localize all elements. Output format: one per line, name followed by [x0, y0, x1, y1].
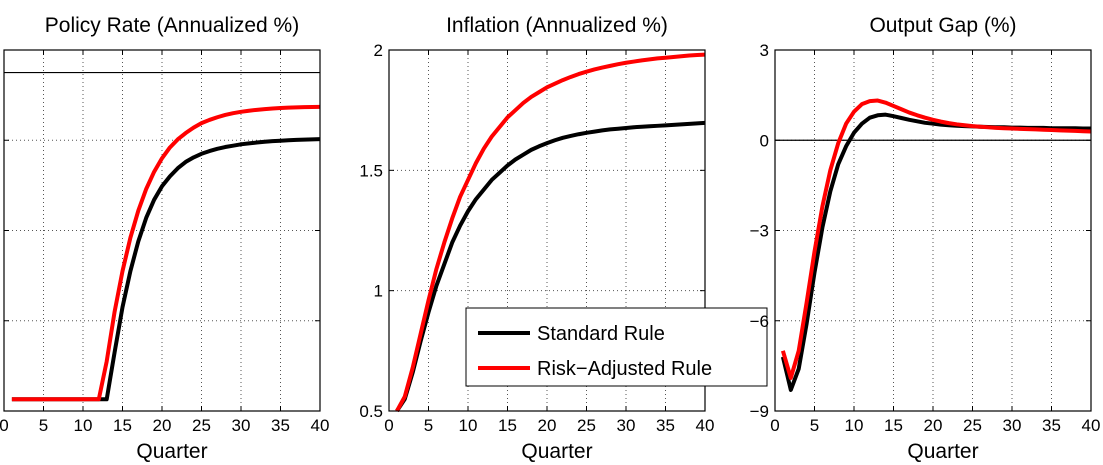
y-tick-label: 0: [760, 131, 769, 150]
x-tick-label: 20: [153, 416, 172, 435]
x-tick-label: 20: [924, 416, 943, 435]
x-tick-label: 35: [1042, 416, 1061, 435]
y-tick-label: −6: [750, 312, 769, 331]
x-tick-label: 30: [617, 416, 636, 435]
y-tick-label: 3: [760, 41, 769, 60]
x-tick-label: 35: [271, 416, 290, 435]
x-tick-label: 30: [1003, 416, 1022, 435]
x-tick-label: 5: [810, 416, 819, 435]
chart-title: Output Gap (%): [869, 14, 1016, 37]
series-line-risk-adjusted-rule: [11, 104, 321, 402]
y-tick-label: 1: [374, 282, 383, 301]
x-tick-label: 25: [963, 416, 982, 435]
x-tick-label: 0: [0, 416, 9, 435]
x-tick-label: 10: [845, 416, 864, 435]
x-axis-label: Quarter: [907, 440, 978, 463]
x-tick-label: 15: [884, 416, 903, 435]
y-tick-label: 2: [374, 41, 383, 60]
x-tick-label: 5: [424, 416, 433, 435]
panel-policy-rate: Policy Rate (Annualized %) 0 5 10 15 20 25 30 3…: [0, 14, 329, 463]
x-tick-label: 15: [498, 416, 517, 435]
x-tick-label: 25: [577, 416, 596, 435]
chart-title: Inflation (Annualized %): [446, 14, 668, 37]
x-tick-label: 0: [384, 416, 393, 435]
y-tick-label: 1.5: [359, 161, 383, 180]
panel-inflation: Inflation (Annualized %) 0 5 10 15 20 25 30 35 4…: [359, 14, 768, 463]
x-tick-label: 30: [232, 416, 251, 435]
x-axis-label: Quarter: [521, 440, 592, 463]
legend-label-standard-rule: Standard Rule: [537, 323, 665, 345]
legend: Standard Rule Risk−Adjusted Rule: [465, 307, 768, 387]
x-tick-label: 25: [192, 416, 211, 435]
x-tick-label: 5: [39, 416, 48, 435]
legend-box: [465, 307, 768, 387]
chart-title: Policy Rate (Annualized %): [45, 14, 299, 37]
x-tick-label: 10: [74, 416, 93, 435]
series-line-risk-adjusted-rule: [780, 98, 1092, 380]
x-tick-label: 0: [770, 416, 779, 435]
y-tick-label: −9: [750, 402, 769, 421]
x-tick-label: 15: [113, 416, 132, 435]
x-tick-label: 40: [696, 416, 715, 435]
y-tick-label: 0.5: [359, 402, 383, 421]
legend-label-risk-adjusted-rule: Risk−Adjusted Rule: [537, 358, 712, 380]
series-line-standard-rule: [395, 120, 706, 413]
panel-output-gap: Output Gap (%) 0 5 10 15 20 25 30 35 40−9−6−303 …: [750, 14, 1101, 463]
x-tick-label: 20: [538, 416, 557, 435]
x-tick-label: 40: [1082, 416, 1101, 435]
x-tick-label: 35: [656, 416, 675, 435]
x-tick-label: 40: [311, 416, 330, 435]
y-tick-label: −3: [750, 222, 769, 241]
series-line-risk-adjusted-rule: [395, 52, 706, 412]
x-tick-label: 10: [459, 416, 478, 435]
x-axis-label: Quarter: [136, 440, 207, 463]
